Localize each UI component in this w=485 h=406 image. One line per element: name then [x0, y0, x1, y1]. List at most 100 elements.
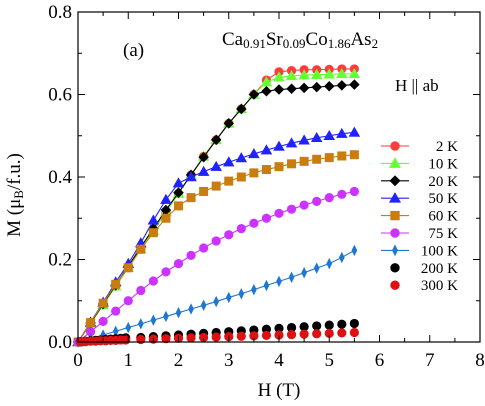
data-point — [312, 321, 322, 331]
data-point — [251, 283, 257, 296]
ylabel-text: M ( — [4, 209, 25, 237]
field-annotation: H || ab — [395, 76, 439, 95]
legend-label: 100 K — [421, 243, 458, 259]
legend-marker — [390, 210, 400, 221]
ylabel-text: μ — [4, 199, 25, 209]
data-point — [211, 332, 221, 342]
data-point — [276, 275, 282, 288]
data-point — [285, 137, 298, 148]
formula-subscript: 2 — [372, 36, 379, 51]
data-point — [186, 193, 196, 203]
ylabel-subscript: B — [11, 190, 26, 199]
data-point — [286, 204, 297, 214]
data-point — [150, 314, 157, 326]
y-tick-label: 0.6 — [48, 85, 72, 106]
data-point — [186, 333, 196, 343]
series-line — [77, 190, 355, 343]
data-point — [213, 295, 220, 308]
data-point — [337, 319, 347, 329]
chart-formula-title: Ca0.91Sr0.09Co1.86As2 — [222, 29, 378, 51]
data-point — [225, 291, 232, 304]
data-point — [224, 176, 234, 186]
data-point — [188, 303, 194, 315]
legend-marker — [390, 263, 400, 273]
data-point — [286, 329, 297, 340]
legend-marker — [390, 141, 400, 151]
data-point — [336, 127, 348, 138]
data-point — [287, 159, 297, 169]
series-60k — [73, 150, 359, 347]
data-point — [299, 329, 309, 339]
legend-label: 10 K — [428, 156, 458, 172]
data-point — [236, 172, 246, 182]
x-tick-label: 4 — [274, 350, 284, 371]
data-point — [211, 236, 221, 246]
data-point — [137, 318, 144, 330]
x-tick-label: 5 — [325, 350, 335, 371]
data-point — [147, 214, 160, 225]
data-point — [248, 89, 260, 100]
data-point — [200, 299, 207, 311]
x-tick-label: 8 — [475, 350, 485, 371]
data-point — [210, 134, 222, 146]
data-point — [349, 186, 359, 197]
data-point — [299, 200, 309, 210]
data-point — [286, 83, 297, 94]
data-point — [136, 285, 146, 296]
data-point — [326, 257, 333, 270]
legend-entry: 50 K — [381, 191, 458, 207]
data-point — [161, 213, 171, 223]
data-point — [222, 156, 235, 167]
data-point — [148, 228, 158, 238]
data-point — [186, 250, 196, 260]
formula-element: Ca — [222, 29, 244, 50]
data-point — [349, 327, 359, 338]
axis-ticks — [77, 11, 481, 343]
data-point — [261, 330, 272, 341]
legend-label: 300 K — [421, 278, 458, 294]
data-point — [98, 316, 108, 326]
legend-label: 60 K — [428, 209, 458, 225]
legend-marker — [389, 175, 401, 187]
data-point — [298, 69, 310, 80]
legend-marker — [388, 192, 402, 203]
data-point — [313, 262, 320, 274]
y-tick-label: 0.4 — [48, 167, 72, 188]
data-point — [349, 79, 360, 90]
data-point — [160, 193, 172, 204]
data-point — [324, 193, 334, 203]
data-point — [211, 181, 221, 191]
data-point — [312, 196, 322, 206]
data-point — [337, 189, 347, 199]
data-point — [351, 244, 358, 257]
data-point — [337, 328, 347, 338]
formula-subscript: 0.09 — [283, 36, 306, 51]
formula-element: Co — [306, 29, 328, 50]
data-point — [148, 276, 158, 286]
x-tick-label: 7 — [425, 350, 435, 371]
x-tick-label: 1 — [124, 350, 134, 371]
data-point — [111, 279, 121, 289]
data-point — [199, 243, 209, 253]
data-point — [223, 118, 235, 129]
data-point — [273, 84, 285, 95]
data-point — [337, 151, 347, 161]
legend-entry: 60 K — [381, 209, 458, 225]
data-point — [123, 296, 133, 306]
data-point — [86, 318, 96, 328]
legend-label: 50 K — [428, 191, 458, 207]
legend-entry: 20 K — [381, 174, 458, 190]
data-point — [235, 152, 248, 163]
data-point — [349, 150, 359, 160]
y-tick-label: 0.0 — [48, 332, 72, 353]
data-point — [185, 171, 197, 182]
formula-element: As — [350, 29, 371, 50]
data-point — [161, 334, 171, 344]
series-100k — [75, 244, 358, 348]
x-tick-label: 0 — [73, 350, 83, 371]
y-axis-label: M (μB/f.u.) — [4, 153, 26, 237]
data-point — [274, 162, 284, 172]
data-point — [236, 331, 246, 341]
formula-element: Sr — [266, 29, 284, 50]
